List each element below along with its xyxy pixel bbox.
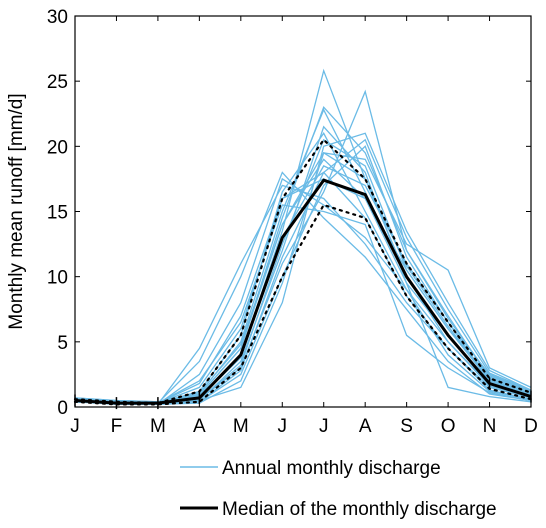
- x-tick-label: D: [524, 416, 538, 437]
- x-tick-label: M: [233, 416, 249, 437]
- y-tick-label: 20: [47, 137, 68, 158]
- x-tick-label: S: [400, 416, 413, 437]
- annual-series-line-16: [74, 178, 532, 404]
- x-tick-label: N: [483, 416, 497, 437]
- quantile-group: [73, 138, 533, 406]
- x-tick-label: O: [441, 416, 456, 437]
- legend-label-annual: Annual monthly discharge: [222, 458, 441, 479]
- legend-label-median: Median of the monthly discharge: [222, 499, 497, 520]
- annual-series-line-18: [74, 138, 532, 406]
- legend: Annual monthly discharge Median of the m…: [180, 458, 497, 520]
- x-tick-label: J: [278, 416, 288, 437]
- y-tick-label: 15: [47, 203, 68, 224]
- x-tick-label: A: [359, 416, 372, 437]
- y-tick-label: 10: [47, 268, 68, 289]
- y-tick-label: 25: [47, 72, 68, 93]
- x-tick-label: F: [111, 416, 123, 437]
- annual-series-line-15: [74, 138, 532, 403]
- y-tick-label: 5: [57, 333, 68, 354]
- x-tick-label: J: [70, 416, 80, 437]
- annual-series-line-10: [74, 108, 532, 404]
- x-tick-label: M: [150, 416, 166, 437]
- y-axis-title: Monthly mean runoff [mm/d]: [6, 93, 27, 329]
- y-tick-label: 30: [47, 7, 68, 28]
- annual-series-line-7: [74, 177, 532, 406]
- x-tick-label: J: [319, 416, 329, 437]
- axis-ticks-group: J F M A M J J A S O N D 0 5 10 15 20 25 30: [47, 7, 538, 437]
- x-tick-label: A: [193, 416, 206, 437]
- y-tick-label: 0: [57, 398, 68, 419]
- plot-frame: [74, 15, 532, 408]
- median-line: [74, 178, 532, 405]
